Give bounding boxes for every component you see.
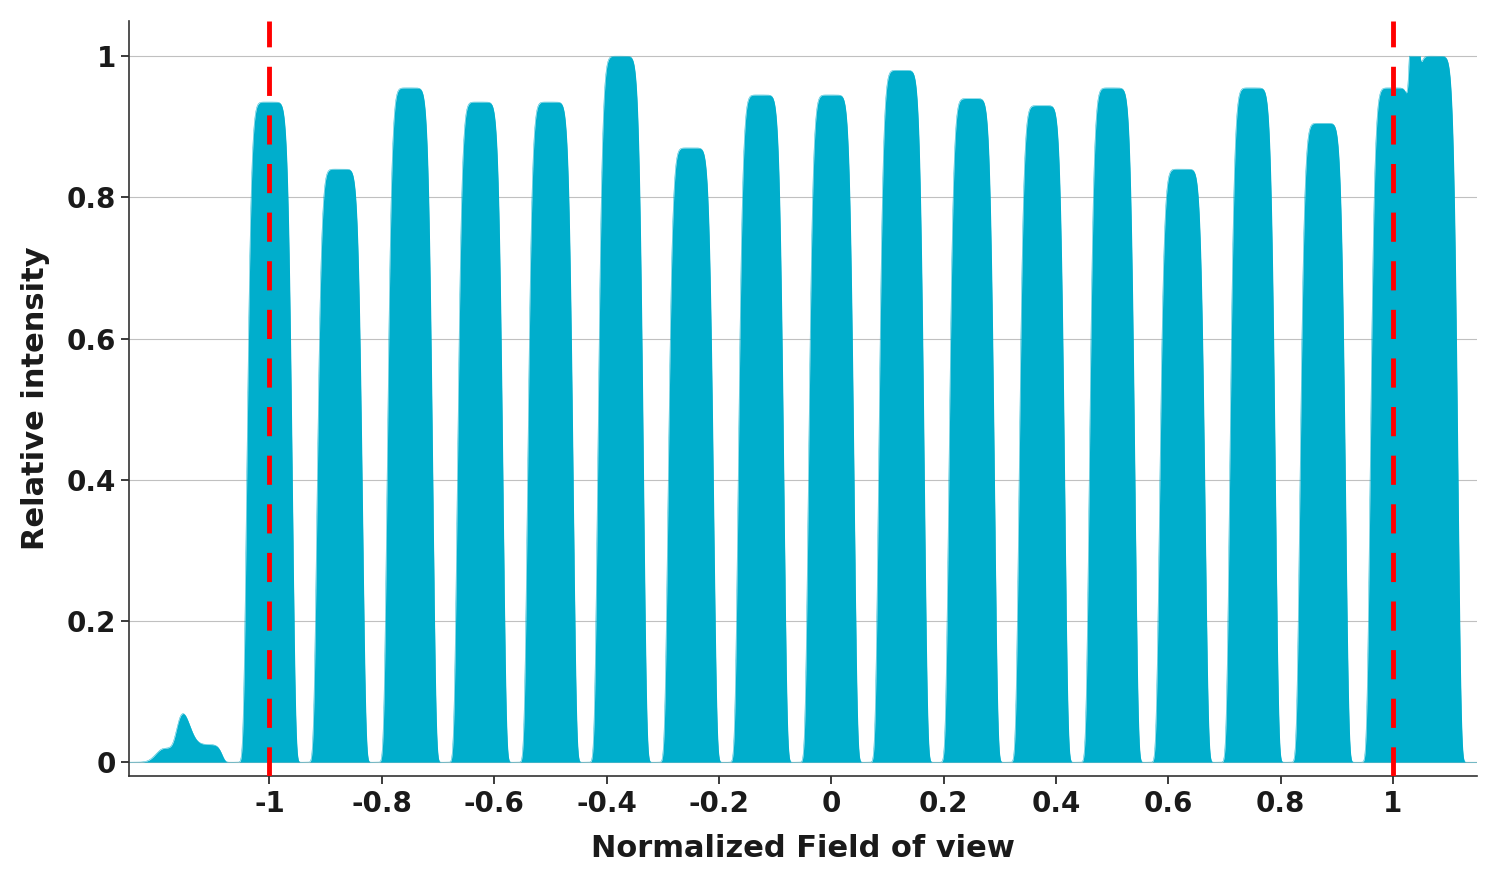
Y-axis label: Relative intensity: Relative intensity <box>21 247 49 551</box>
X-axis label: Normalized Field of view: Normalized Field of view <box>592 834 1016 863</box>
